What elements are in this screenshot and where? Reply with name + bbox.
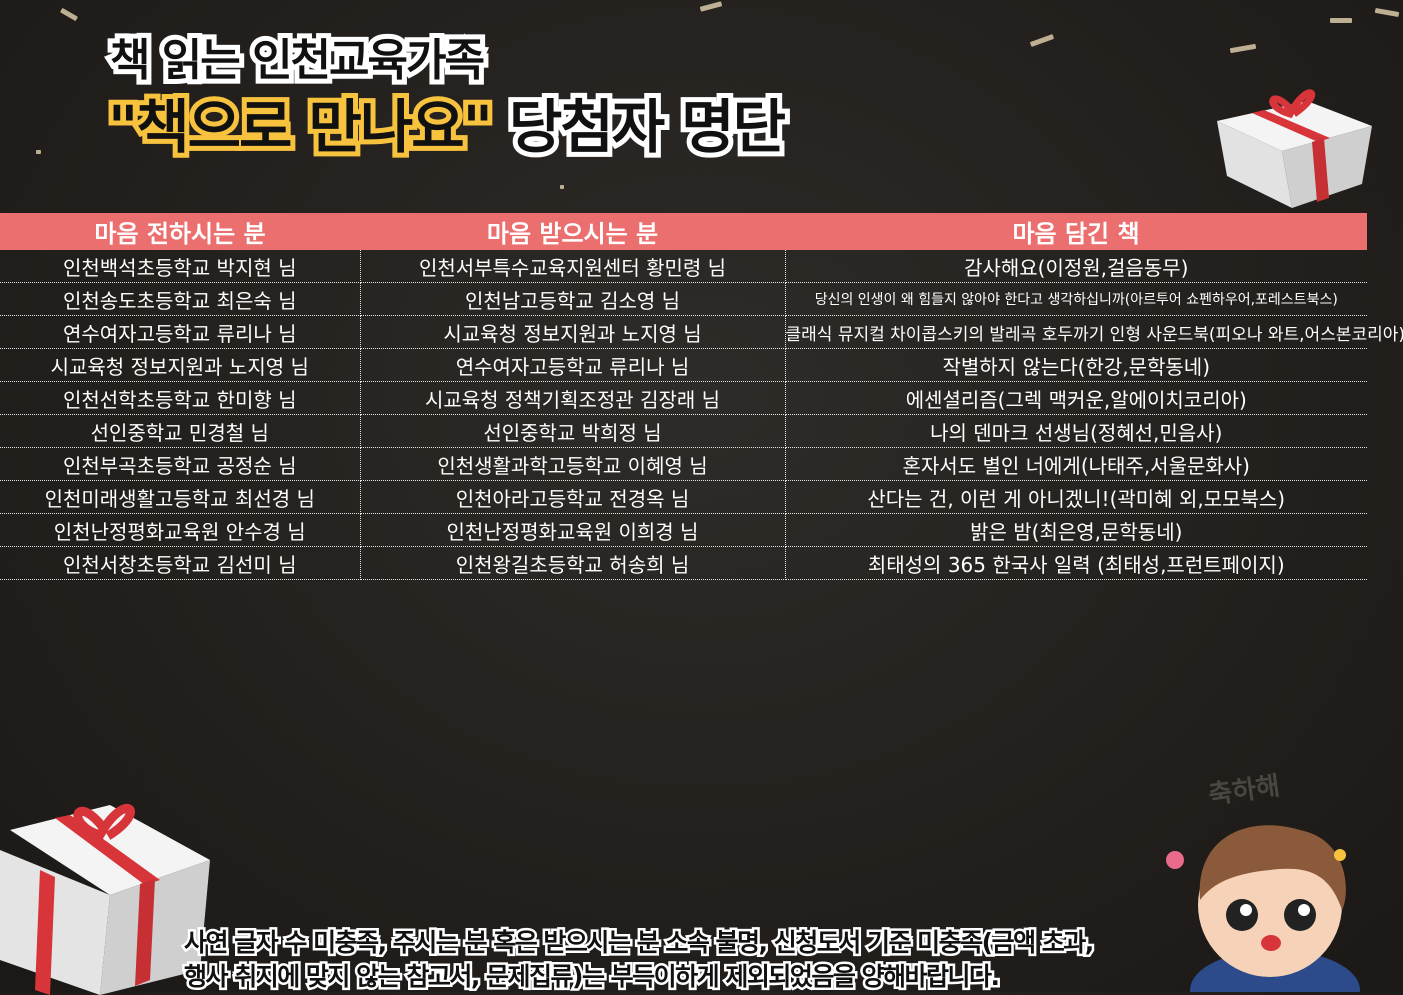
receiver-cell: 인천왕길초등학교 허송희 님 (360, 546, 786, 580)
giver-cell: 인천미래생활고등학교 최선경 님 (0, 480, 361, 514)
confetti (1330, 18, 1352, 23)
receiver-cell: 인천아라고등학교 전경옥 님 (360, 480, 786, 514)
notice-line1: 사연 글자 수 미충족, 주시는 분 혹은 받으시는 분 소속 불명, 신청도서… (182, 926, 1097, 960)
receiver-cell: 시교육청 정보지원과 노지영 님 (360, 315, 786, 349)
giver-cell: 연수여자고등학교 류리나 님 (0, 315, 361, 349)
receiver-cell: 인천서부특수교육지원센터 황민령 님 (360, 250, 786, 283)
book-cell: 혼자서도 별인 너에게(나태주,서울문화사) (785, 447, 1367, 481)
book-cell: 당신의 인생이 왜 힘들지 않아야 한다고 생각하십니까(아르투어 쇼펜하우어,… (785, 282, 1367, 316)
confetti (699, 1, 723, 12)
gift-box-icon (0, 803, 210, 995)
receiver-cell: 인천난정평화교육원 이희경 님 (360, 513, 786, 547)
giver-cell: 인천선학초등학교 한미향 님 (0, 381, 361, 415)
receiver-cell: 인천남고등학교 김소영 님 (360, 282, 786, 316)
confetti (560, 185, 564, 189)
receiver-cell: 연수여자고등학교 류리나 님 (360, 348, 786, 382)
header-receiver: 마음 받으시는 분 (360, 213, 785, 250)
giver-cell: 인천난정평화교육원 안수경 님 (0, 513, 361, 547)
notice-text: 사연 글자 수 미충족, 주시는 분 혹은 받으시는 분 소속 불명, 신청도서… (182, 926, 1097, 994)
title-line2: "책으로 만나요" 당첨자 명단 (103, 80, 791, 166)
receiver-cell: 선인중학교 박희정 님 (360, 414, 786, 448)
title-rest: 당첨자 명단 (504, 88, 791, 166)
book-cell: 클래식 뮤지컬 차이콥스키의 발레곡 호두까기 인형 사운드북(피오나 와트,어… (785, 315, 1403, 349)
confetti (1229, 43, 1257, 54)
giver-cell: 시교육청 정보지원과 노지영 님 (0, 348, 361, 382)
giver-cell: 인천백석초등학교 박지현 님 (0, 250, 361, 283)
table-row: 연수여자고등학교 류리나 님 시교육청 정보지원과 노지영 님 클래식 뮤지컬 차이… (0, 315, 1403, 349)
notice-line2: 행사 취지에 맞지 않는 참고서, 문제집류)는 부득이하게 제외되었음을 양해… (182, 960, 1003, 994)
book-cell: 감사해요(이정원,걸음동무) (785, 250, 1367, 283)
book-cell: 나의 덴마크 선생님(정혜선,민음사) (785, 414, 1367, 448)
header-book: 마음 담긴 책 (785, 213, 1367, 250)
character-illustration (1166, 825, 1360, 992)
giver-cell: 인천부곡초등학교 공정순 님 (0, 447, 361, 481)
table-row: 인천서창초등학교 김선미 님 인천왕길초등학교 허송희 님 최태성의 365 한국사… (0, 546, 1367, 580)
table-row: 선인중학교 민경철 님 선인중학교 박희정 님 나의 덴마크 선생님(정혜선,민음사… (0, 414, 1367, 448)
table-row: 인천부곡초등학교 공정순 님 인천생활과학고등학교 이혜영 님 혼자서도 별인 너에… (0, 447, 1367, 481)
table-row: 인천선학초등학교 한미향 님 시교육청 정책기획조정관 김장래 님 에센셜리즘(그렉… (0, 381, 1367, 415)
table-row: 시교육청 정보지원과 노지영 님 연수여자고등학교 류리나 님 작별하지 않는다(한… (0, 348, 1367, 382)
table-row: 인천송도초등학교 최은숙 님 인천남고등학교 김소영 님 당신의 인생이 왜 힘들지… (0, 282, 1367, 316)
book-cell: 최태성의 365 한국사 일력 (최태성,프런트페이지) (785, 546, 1367, 580)
confetti (59, 7, 79, 22)
book-cell: 밝은 밤(최은영,문학동네) (785, 513, 1367, 547)
confetti (1029, 34, 1055, 47)
book-cell: 작별하지 않는다(한강,문학동네) (785, 348, 1367, 382)
book-cell: 에센셜리즘(그렉 맥커운,알에이치코리아) (785, 381, 1367, 415)
table-row: 인천미래생활고등학교 최선경 님 인천아라고등학교 전경옥 님 산다는 건, 이런 … (0, 480, 1367, 514)
giver-cell: 선인중학교 민경철 님 (0, 414, 361, 448)
congrats-text: 축하해 (1206, 771, 1282, 811)
giver-cell: 인천서창초등학교 김선미 님 (0, 546, 361, 580)
book-cell: 산다는 건, 이런 게 아니겠니!(곽미혜 외,모모북스) (785, 480, 1367, 514)
title-highlight: "책으로 만나요" (103, 88, 498, 166)
table-row: 인천백석초등학교 박지현 님 인천서부특수교육지원센터 황민령 님 감사해요(이정원… (0, 250, 1367, 283)
receiver-cell: 인천생활과학고등학교 이혜영 님 (360, 447, 786, 481)
giver-cell: 인천송도초등학교 최은숙 님 (0, 282, 361, 316)
table-row: 인천난정평화교육원 안수경 님 인천난정평화교육원 이희경 님 밝은 밤(최은영,문… (0, 513, 1367, 547)
title-line1: 책 읽는 인천교육가족 (105, 30, 490, 91)
winners-table: 마음 전하시는 분 마음 받으시는 분 마음 담긴 책 인천백석초등학교 박지현… (0, 213, 1403, 580)
table-header-row: 마음 전하시는 분 마음 받으시는 분 마음 담긴 책 (0, 213, 1367, 250)
confetti (1374, 7, 1400, 18)
confetti (36, 150, 41, 154)
receiver-cell: 시교육청 정책기획조정관 김장래 님 (360, 381, 786, 415)
header-giver: 마음 전하시는 분 (0, 213, 360, 250)
gift-box-icon (1217, 89, 1372, 208)
